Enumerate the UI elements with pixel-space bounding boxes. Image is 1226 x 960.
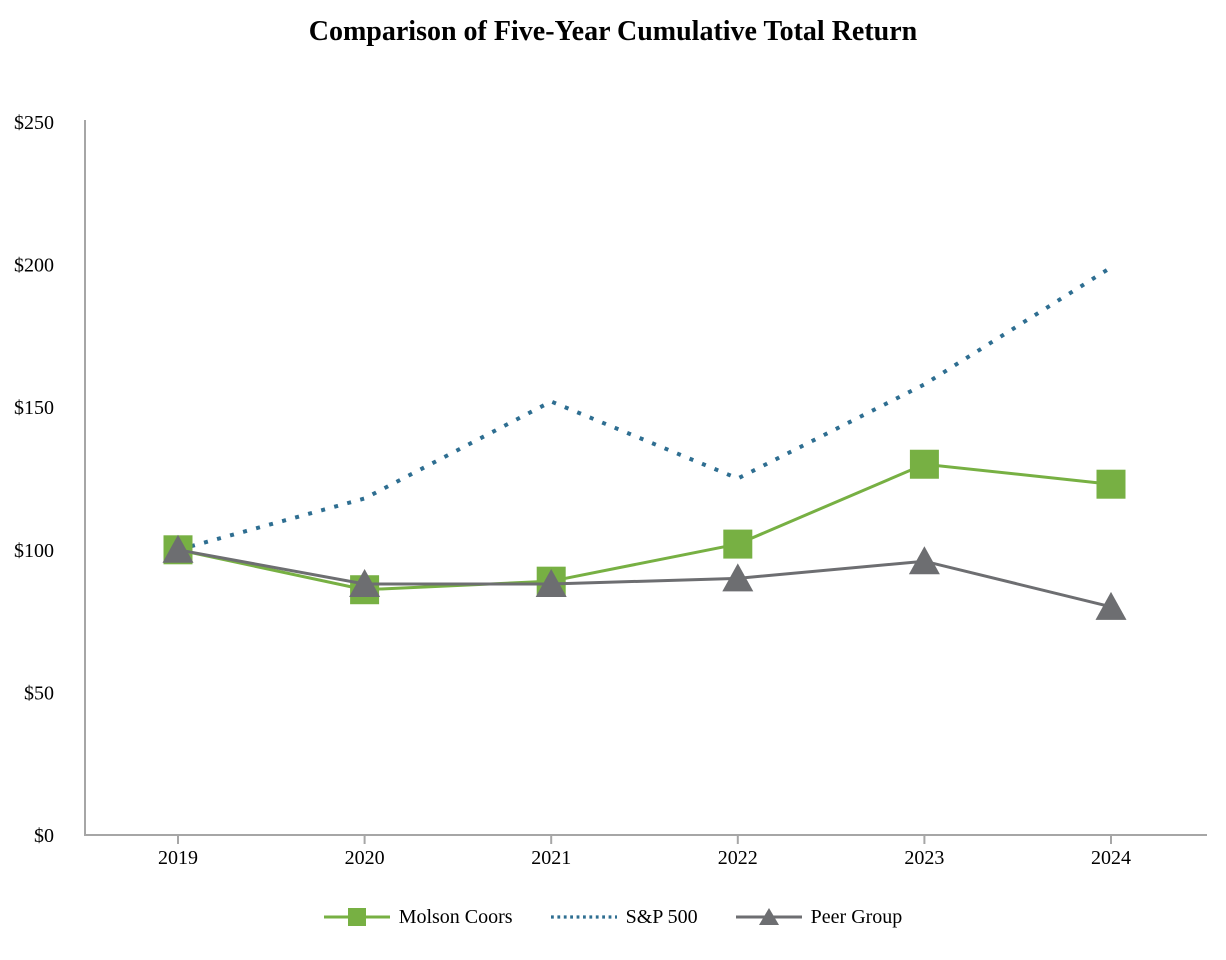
y-axis-label-100: $100 (14, 540, 54, 562)
peer-group-marker-2023 (908, 546, 940, 575)
sp-500-swatch-icon (550, 905, 617, 929)
peer-group-marker-2024 (1095, 591, 1127, 620)
legend-label-sp-500: S&P 500 (625, 905, 698, 928)
plot-area: $0 $50 $100 $150 $200 $250 2019 2020 2021 2022 202… (14, 112, 1207, 869)
molson-coors-line (177, 462, 1112, 592)
legend-item-molson-coors: Molson Coors (323, 905, 513, 929)
x-axis-label-2023: 2023 (904, 847, 944, 869)
s-p-500-swatch-graphic (550, 915, 617, 919)
y-axis-label-50: $50 (24, 682, 54, 704)
y-axis-label-150: $150 (14, 397, 54, 419)
legend-label-peer-group: Peer Group (810, 905, 903, 928)
legend: Molson Coors S&P 500 Peer Group (0, 905, 1226, 929)
y-axis-label-0: $0 (34, 825, 54, 847)
molson-coors-marker-2022 (723, 529, 753, 559)
x-axis-label-2020: 2020 (345, 847, 385, 869)
peer-group-marker-2022 (722, 563, 754, 592)
chart-title: Comparison of Five-Year Cumulative Total… (308, 16, 918, 47)
x-axis-label-2021: 2021 (531, 847, 571, 869)
legend-item-sp-500: S&P 500 (550, 905, 698, 929)
x-axis-label-2024: 2024 (1091, 847, 1131, 869)
peer-group-swatch-graphic (735, 908, 802, 925)
s-p-500-line (177, 265, 1113, 552)
molson-coors-swatch-graphic (323, 908, 390, 926)
x-axis-label-2022: 2022 (718, 847, 758, 869)
peer-group-marker-2020 (349, 569, 381, 598)
molson-coors-swatch-icon (323, 905, 390, 929)
y-axis-label-250: $250 (14, 112, 54, 134)
legend-label-molson-coors: Molson Coors (398, 905, 513, 928)
legend-item-peer-group: Peer Group (735, 905, 903, 929)
molson-coors-marker-2024 (1096, 469, 1126, 499)
y-axis-label-200: $200 (14, 255, 54, 277)
peer-group-marker-2021 (535, 569, 567, 598)
peer-group-swatch-marker (758, 908, 779, 925)
peer-group-swatch-icon (735, 905, 802, 929)
molson-coors-swatch-marker (347, 908, 366, 926)
molson-coors-marker-2023 (909, 449, 939, 479)
x-axis-label-2019: 2019 (158, 847, 198, 869)
peer-group-marker-2019 (162, 534, 194, 563)
peer-group-line (177, 548, 1112, 609)
